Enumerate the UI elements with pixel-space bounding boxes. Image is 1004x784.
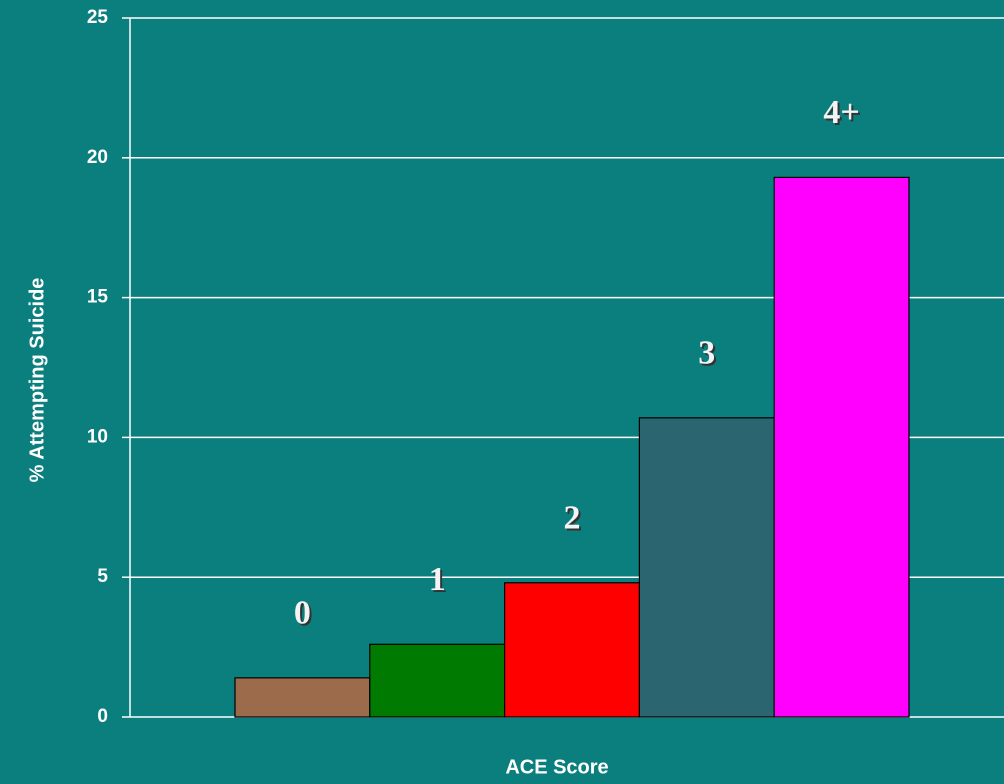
bar [773, 176, 910, 718]
y-tick-label: 15 [87, 287, 109, 308]
category-label-shadow: 0 [296, 597, 313, 634]
y-tick-label: 20 [87, 147, 108, 168]
bar [638, 417, 775, 718]
bar [234, 677, 371, 718]
bar [369, 643, 506, 718]
x-axis-title: ACE Score [505, 756, 608, 778]
bar [504, 582, 641, 718]
category-label: 1 [429, 561, 446, 598]
category-label: 4+ [823, 94, 859, 131]
category-label: 3 [698, 335, 715, 372]
category-label-shadow: 4+ [825, 96, 861, 133]
y-tick-label: 5 [97, 566, 108, 587]
category-label-shadow: 2 [566, 502, 583, 539]
y-axis-title: % Attempting Suicide [26, 278, 48, 483]
y-tick-label: 0 [97, 706, 108, 727]
y-tick-label: 10 [87, 426, 108, 447]
y-tick-label: 25 [87, 7, 109, 28]
category-label: 2 [564, 500, 581, 537]
category-label-shadow: 1 [431, 563, 448, 600]
category-label-shadow: 3 [700, 337, 717, 374]
category-label: 0 [294, 595, 311, 632]
